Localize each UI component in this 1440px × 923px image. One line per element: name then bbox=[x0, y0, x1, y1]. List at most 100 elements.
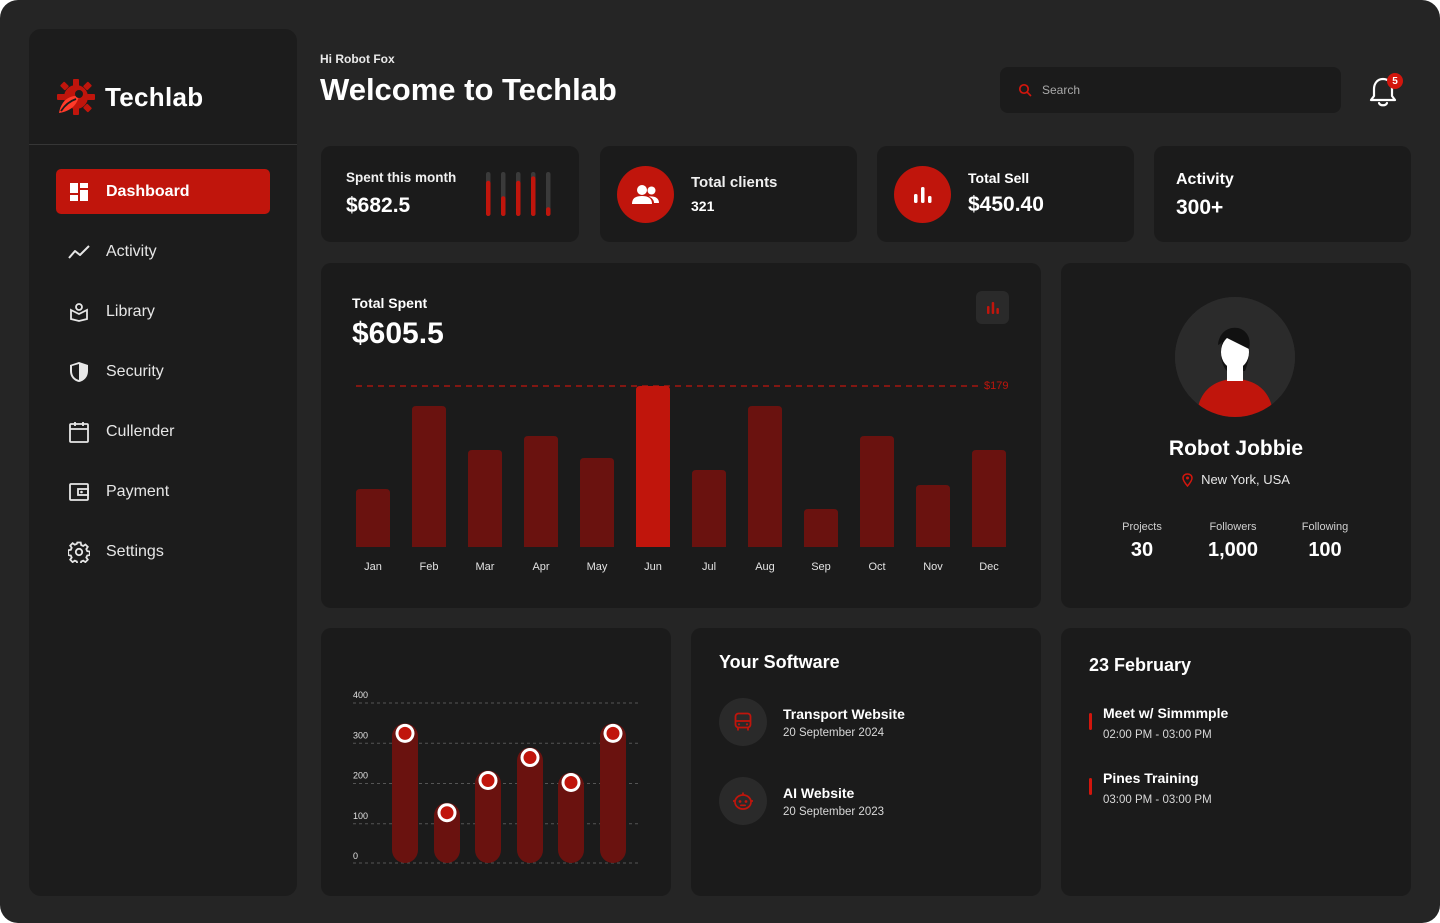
month-label: May bbox=[587, 561, 608, 573]
chart-marker-core bbox=[606, 726, 620, 740]
shield-icon bbox=[68, 361, 90, 383]
sparkline-bar bbox=[546, 207, 551, 216]
page-title: Welcome to Techlab bbox=[320, 72, 617, 107]
profile-stat-value: 30 bbox=[1130, 539, 1154, 561]
event-marker bbox=[1089, 778, 1092, 795]
profile-stat-value: 1,000 bbox=[1207, 539, 1259, 561]
chart-bar bbox=[748, 406, 782, 547]
search-bar[interactable] bbox=[1000, 67, 1341, 113]
brand-name: Techlab bbox=[105, 81, 204, 112]
chart-bar bbox=[558, 772, 584, 863]
calendar-icon bbox=[68, 421, 90, 443]
chart-marker-core bbox=[481, 773, 495, 787]
sidebar-item-label: Dashboard bbox=[106, 182, 190, 200]
schedule-event[interactable]: Meet w/ Simmmple 02:00 PM - 03:00 PM bbox=[1089, 705, 1228, 741]
event-time: 02:00 PM - 03:00 PM bbox=[1103, 729, 1212, 741]
chart-bar bbox=[412, 406, 446, 547]
stat-value: $682.5 bbox=[346, 194, 411, 217]
sparkline-bar bbox=[486, 180, 491, 216]
brand[interactable]: Techlab bbox=[55, 77, 203, 117]
sidebar-item-library[interactable]: Library bbox=[56, 289, 270, 334]
profile-name: Robot Jobbie bbox=[1168, 437, 1304, 460]
sidebar-item-settings[interactable]: Settings bbox=[56, 529, 270, 574]
month-label: Jul bbox=[702, 561, 716, 573]
chart-bar bbox=[517, 747, 543, 863]
month-label: Apr bbox=[532, 561, 549, 573]
stat-value: 321 bbox=[691, 198, 715, 214]
avatar[interactable] bbox=[1175, 297, 1295, 417]
chart-bar bbox=[692, 470, 726, 547]
event-marker bbox=[1089, 713, 1092, 730]
profile-stat-following: Following 100 bbox=[1280, 521, 1370, 562]
stat-card-spent: Spent this month $682.5 bbox=[321, 146, 579, 242]
user-avatar-icon bbox=[1175, 297, 1295, 417]
y-tick-label: 200 bbox=[353, 771, 368, 781]
sidebar-nav: Dashboard Activity Library Security bbox=[56, 169, 270, 589]
sidebar-item-dashboard[interactable]: Dashboard bbox=[56, 169, 270, 214]
chart-marker-core bbox=[564, 776, 578, 789]
sidebar-item-label: Activity bbox=[106, 242, 157, 260]
users-icon bbox=[617, 166, 674, 223]
chart-bar bbox=[524, 436, 558, 547]
chart-bar bbox=[600, 723, 626, 863]
stat-label: Spent this month bbox=[346, 170, 457, 185]
month-label: Nov bbox=[923, 561, 943, 573]
profile-stat-projects: Projects 30 bbox=[1097, 521, 1187, 562]
techlab-logo-icon bbox=[57, 79, 95, 115]
stat-label: Total clients bbox=[691, 174, 778, 191]
schedule-card bbox=[1061, 628, 1411, 896]
spent-sparkline bbox=[486, 172, 551, 216]
sidebar-item-calendar[interactable]: Cullender bbox=[56, 409, 270, 454]
notification-badge: 5 bbox=[1387, 73, 1403, 89]
month-label: Jan bbox=[364, 561, 382, 573]
profile-stat-label: Projects bbox=[1122, 521, 1162, 533]
sidebar: Techlab Dashboard Activity Library bbox=[29, 29, 297, 896]
chart-bar bbox=[972, 450, 1006, 547]
total-spent-chart: Jan Feb Mar Apr May Jun Jul Aug Sep Oct Nov Dec bbox=[356, 385, 1006, 573]
chart-bar bbox=[475, 770, 501, 863]
software-title: Your Software bbox=[719, 652, 840, 672]
sidebar-item-activity[interactable]: Activity bbox=[56, 229, 270, 274]
sidebar-item-payment[interactable]: Payment bbox=[56, 469, 270, 514]
stat-label: Total Sell bbox=[968, 170, 1030, 186]
search-input[interactable] bbox=[1042, 83, 1322, 97]
chart-marker-core bbox=[440, 806, 454, 820]
reference-line-label: $179 bbox=[984, 380, 1009, 392]
software-item[interactable]: AI Website 20 September 2023 bbox=[719, 777, 884, 825]
month-label: Jun bbox=[644, 561, 662, 573]
chart-bar bbox=[636, 386, 670, 547]
chart-marker-core bbox=[398, 726, 412, 740]
event-time: 03:00 PM - 03:00 PM bbox=[1103, 794, 1212, 806]
dashboard-icon bbox=[68, 181, 90, 203]
month-label: Aug bbox=[755, 561, 775, 573]
chart-bar bbox=[580, 458, 614, 547]
sparkline-bar bbox=[516, 180, 521, 216]
stat-card-clients: Total clients 321 bbox=[600, 146, 857, 242]
software-item[interactable]: Transport Website 20 September 2024 bbox=[719, 698, 905, 746]
bus-icon bbox=[719, 698, 767, 746]
lollipop-chart: 0 100 200 300 400 bbox=[353, 690, 639, 864]
greeting: Hi Robot Fox bbox=[320, 52, 395, 66]
schedule-date: 23 February bbox=[1089, 655, 1192, 675]
activity-icon bbox=[68, 241, 90, 263]
library-icon bbox=[68, 301, 90, 323]
profile-stat-label: Following bbox=[1301, 521, 1349, 533]
robot-icon bbox=[719, 777, 767, 825]
wallet-icon bbox=[68, 481, 90, 503]
schedule-event[interactable]: Pines Training 03:00 PM - 03:00 PM bbox=[1089, 770, 1212, 806]
software-item-date: 20 September 2024 bbox=[783, 726, 885, 739]
month-label: Feb bbox=[420, 561, 439, 573]
chart-options-button[interactable] bbox=[976, 291, 1009, 324]
sidebar-item-label: Settings bbox=[106, 542, 164, 560]
stat-value: $450.40 bbox=[968, 193, 1044, 216]
sidebar-item-label: Cullender bbox=[106, 422, 175, 440]
y-tick-label: 300 bbox=[353, 730, 368, 740]
sparkline-bar bbox=[531, 176, 536, 216]
bar-chart-icon bbox=[894, 166, 951, 223]
sparkline-bar bbox=[501, 196, 506, 216]
sidebar-item-security[interactable]: Security bbox=[56, 349, 270, 394]
sidebar-item-label: Library bbox=[106, 302, 155, 320]
stat-card-sell: Total Sell $450.40 bbox=[877, 146, 1134, 242]
stat-label: Activity bbox=[1176, 171, 1234, 188]
